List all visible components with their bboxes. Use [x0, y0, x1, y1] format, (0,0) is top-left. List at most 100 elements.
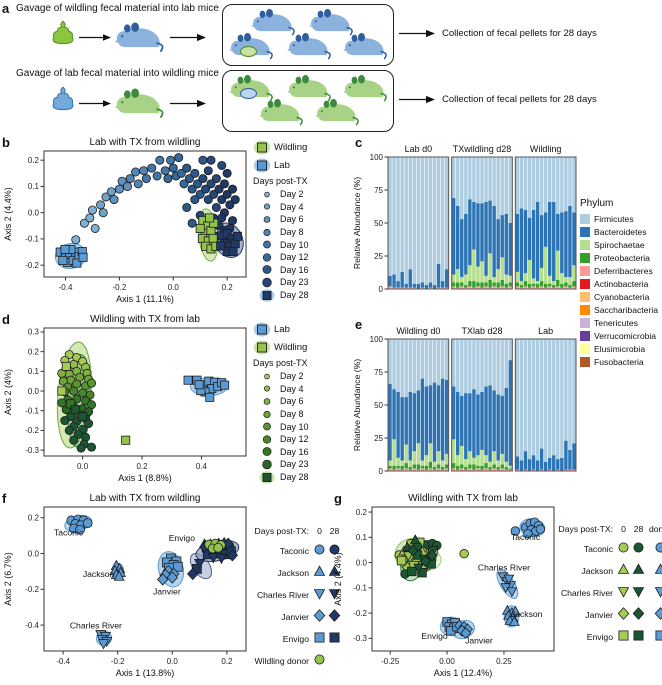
day-marker-icon [263, 228, 271, 236]
phylum-swatch-icon [580, 304, 590, 315]
series-wildling [195, 213, 221, 254]
lab-mouse-icon [286, 32, 332, 60]
series-jackson-d0 [109, 559, 127, 581]
vendor-marker-icon [654, 630, 662, 641]
x-tick-label: 0.25 [496, 657, 512, 666]
panel-f-title: Lab with TX from wildling [89, 493, 201, 504]
panel-b-title: Lab with TX from wildling [89, 137, 201, 148]
bar-group-label: Lab d0 [405, 144, 433, 154]
x-axis-label: Axis 1 (13.8%) [116, 668, 175, 678]
vendor-marker-cell [616, 541, 631, 556]
bar-group-txlab-d28: TXlab d28 [451, 326, 513, 472]
y-tick-label: -0.2 [25, 585, 39, 594]
panel-c-letter: c [355, 135, 363, 150]
day-marker-icon [264, 191, 270, 198]
vendor-label-janvier: Janvier [281, 611, 309, 622]
panel-f-legend: Days post-TX: 0 28 Taconic Jackson Charles Ri… [254, 526, 358, 668]
panel-a-letter: a [2, 1, 10, 16]
vendor-marker-icon [632, 563, 645, 574]
vendor-marker-icon [618, 630, 629, 641]
panel-d-legend: Lab Wildling Days post-TX Day 2 Day 4 Day 6 Da… [253, 322, 353, 492]
vendor-legend-grid: Days post-TX: 0 28 donor Taconic Jackson Charl… [558, 524, 662, 644]
legend-item-wildling: Wildling [253, 340, 353, 355]
y-tick-label: 25 [374, 252, 383, 261]
vendor-legend-header: Days post-TX: [254, 526, 309, 536]
phylum-item-tenericutes: Tenericutes [580, 316, 662, 329]
arrow-icon [170, 33, 206, 42]
series-wildling-donor [204, 538, 226, 554]
gavage-bolus-icon [240, 88, 257, 99]
vendor-marker-icon [632, 587, 645, 598]
vendor-marker-cell [312, 631, 327, 646]
wildling-marker-icon [253, 140, 271, 155]
panel-b-plot: -0.4 -0.2 0.0 0.2 0.2 0.1 0.0 -0.1 -0.2 Axis 1 (1… [0, 149, 252, 311]
day-marker-icon [263, 398, 271, 405]
vendor-marker-cell [616, 629, 631, 644]
plot-content [56, 341, 230, 453]
arrow-icon [170, 99, 206, 108]
vendor-marker-cell [327, 587, 342, 602]
y-tick-label: 0.2 [28, 347, 40, 356]
cluster-label: Taconic [511, 532, 541, 542]
panel-c: c Lab d0 TXwildling d28 Wildling 0 25 50 75 100… [352, 133, 578, 308]
phylum-item-bacteroidetes: Bacteroidetes [580, 225, 662, 238]
legend-item-day-4: Day 4 [253, 201, 353, 214]
vendor-marker-cell [631, 629, 646, 644]
vendor-marker-cell [327, 543, 342, 558]
vendor-legend-header: Days post-TX: [558, 524, 613, 534]
panel-c-plot: Lab d0 TXwildling d28 Wildling 0 25 50 75 100 Re… [352, 141, 578, 310]
day-marker-icon [262, 447, 272, 457]
barchart-c: Lab d0 TXwildling d28 Wildling 0 25 50 75 100 Re… [352, 144, 577, 294]
day-marker-icon [263, 240, 271, 249]
series-lab-donor [183, 375, 230, 402]
legend-item-day-6: Day 6 [253, 213, 353, 226]
vendor-marker-cell [312, 587, 327, 602]
vendor-label-jackson: Jackson [581, 565, 613, 576]
wildling-feces-icon [52, 20, 74, 46]
panel-a-row1-caption: Gavage of wildling fecal material into l… [16, 3, 219, 14]
legend-item-lab: Lab [253, 158, 353, 173]
x-tick-label: -0.2 [113, 283, 127, 292]
vendor-marker-icon [313, 589, 326, 600]
x-tick-label: 0.2 [221, 657, 233, 666]
vendor-marker-cell [327, 565, 342, 580]
vendor-legend-grid: Days post-TX: 0 28 Taconic Jackson Charles Ri… [254, 526, 358, 668]
series-wildling-outlier [121, 435, 131, 445]
legend-item-day-12: Day 12 [253, 433, 353, 446]
days-post-tx-header: Days post-TX [253, 358, 308, 368]
x-tick-label: 0.2 [136, 462, 148, 471]
series-jackson-donor [501, 604, 521, 626]
scatter-g: Taconic Charles River Jackson Envigo Janvier… [333, 506, 555, 678]
wildling-mouse-icon [258, 98, 304, 126]
bar-group-label: Lab [538, 326, 553, 336]
y-tick-label: -0.1 [353, 584, 367, 593]
x-tick-label: -0.2 [111, 657, 125, 666]
vendor-marker-icon [654, 563, 662, 574]
lab-mouse-icon [114, 21, 164, 53]
plot-content [64, 514, 240, 650]
legend-item-day-16: Day 16 [253, 264, 353, 277]
legend-item-day-2: Day 2 [253, 188, 353, 201]
panel-d-plot: 0.0 0.2 0.4 0.3 0.2 0.1 0.0 -0.1 -0.2 -0.3 Axis 1 … [0, 326, 252, 491]
arrow-icon [398, 29, 436, 38]
series-day-16 [182, 155, 208, 228]
cluster-label: Charles River [478, 563, 530, 573]
panel-b: b Lab with TX from wildling -0.4 -0.2 0.0 0… [0, 133, 252, 308]
lab-feces-icon [52, 86, 74, 112]
y-tick-label: 0 [379, 467, 384, 476]
cluster-label: Charles River [70, 621, 122, 631]
series-lab-d0 [55, 244, 88, 268]
y-tick-label: 0.3 [28, 328, 40, 337]
series-charles-river-d0 [95, 630, 113, 650]
series-taconic-donor [510, 517, 546, 539]
y-tick-label: 50 [374, 219, 383, 228]
y-tick-label: -0.1 [25, 407, 39, 416]
day-marker-icon [259, 470, 275, 484]
panel-b-legend: Wildling Lab Days post-TX Day 2 Day 4 Day 6 Da… [253, 140, 353, 310]
y-tick-label: -0.2 [353, 609, 367, 618]
series-day-28-sq [70, 405, 88, 422]
phylum-item-firmicutes: Firmicutes [580, 212, 662, 225]
bar-group-label: Wildling [530, 144, 562, 154]
phylum-swatch-icon [580, 213, 590, 224]
